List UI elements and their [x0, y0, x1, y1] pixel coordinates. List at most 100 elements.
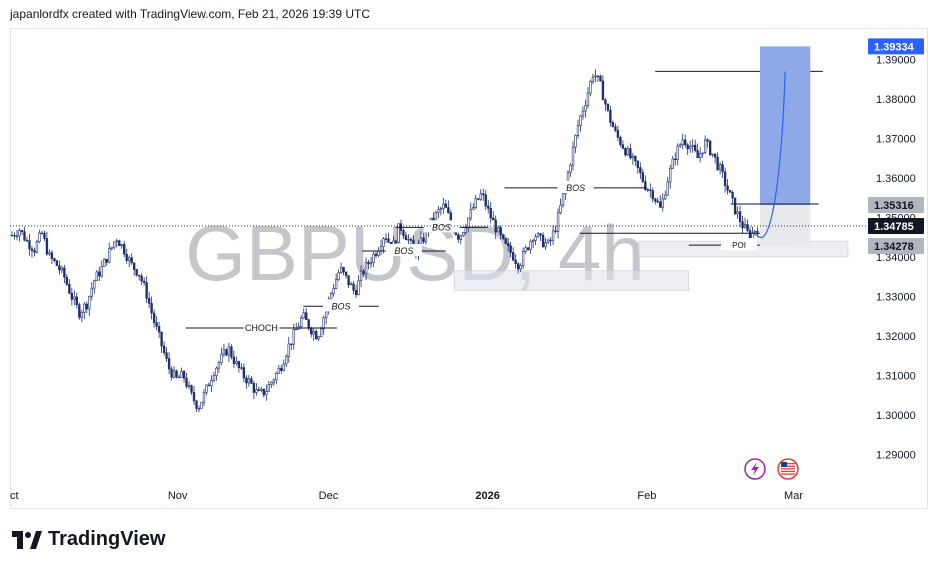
candle-body	[394, 240, 398, 243]
candle	[733, 197, 737, 215]
candle-body	[300, 317, 303, 328]
candle	[307, 318, 310, 331]
candle	[28, 233, 31, 256]
candle	[731, 190, 734, 204]
candle-body	[43, 232, 46, 239]
candle	[302, 308, 305, 319]
candle	[437, 205, 440, 219]
candle	[103, 258, 106, 267]
candle	[354, 284, 358, 298]
candle	[536, 232, 540, 238]
candle	[232, 350, 236, 368]
candle	[202, 389, 206, 407]
annotation-label-bg	[323, 299, 360, 312]
candle	[689, 140, 692, 153]
candle	[659, 195, 662, 208]
candle	[339, 262, 343, 274]
candle	[145, 276, 148, 304]
candle-body	[190, 385, 193, 393]
candle	[546, 238, 550, 244]
candle-body	[701, 152, 704, 155]
candle	[514, 254, 517, 269]
candle-body	[731, 192, 734, 199]
candle	[332, 284, 335, 297]
candle	[73, 290, 76, 306]
candle-body	[404, 235, 408, 241]
candle	[315, 328, 318, 340]
candle-body	[679, 144, 682, 147]
candle-body	[614, 126, 617, 131]
candle-body	[544, 242, 547, 248]
y-tick-label: 1.34000	[876, 252, 916, 264]
candle-body	[307, 319, 310, 329]
candle-body	[367, 262, 370, 265]
candle-body	[329, 293, 333, 300]
candle-body	[130, 257, 133, 264]
candle	[611, 120, 615, 128]
projected-path	[753, 71, 786, 238]
candle-body	[48, 252, 51, 255]
candle	[287, 337, 290, 363]
candle	[270, 381, 273, 389]
candle-body	[142, 280, 146, 283]
candle-body	[681, 139, 684, 146]
candle	[364, 257, 368, 281]
candle	[237, 360, 241, 373]
candle	[384, 233, 388, 244]
candle	[599, 74, 602, 82]
lightning-icon[interactable]	[744, 458, 766, 480]
candle	[561, 193, 565, 208]
candle	[337, 269, 340, 282]
candle	[516, 262, 520, 274]
candle-body	[359, 270, 363, 281]
annotation-label: CHOCH	[245, 323, 278, 333]
candle-body	[262, 388, 266, 396]
candle	[250, 376, 253, 384]
x-tick-label: ct	[10, 490, 19, 502]
candle	[342, 266, 345, 276]
candle	[669, 164, 672, 189]
candle	[160, 331, 163, 353]
candle-body	[694, 144, 697, 151]
candle-body	[611, 122, 615, 128]
candle	[285, 354, 288, 368]
candle	[469, 202, 472, 221]
candle	[609, 105, 612, 127]
candle-body	[666, 181, 669, 196]
candle-body	[95, 271, 98, 281]
annotation-label: BOS	[432, 222, 451, 232]
candle	[297, 322, 300, 330]
candle-body	[479, 193, 482, 200]
candle	[641, 168, 644, 184]
candle	[157, 321, 161, 338]
candle	[48, 249, 51, 256]
candle	[579, 114, 582, 132]
candle-body	[320, 328, 323, 337]
candle-body	[624, 148, 627, 156]
candle	[115, 238, 118, 248]
candle	[589, 79, 592, 97]
candle-body	[137, 274, 141, 277]
us-flag-icon[interactable]	[777, 458, 799, 480]
candle-body	[332, 288, 335, 294]
candle	[128, 255, 131, 268]
candle	[502, 234, 505, 241]
candle	[262, 388, 266, 398]
candle-body	[167, 358, 171, 370]
candle-body	[442, 203, 445, 210]
candle-body	[728, 190, 732, 193]
candle	[10, 231, 14, 237]
candle	[105, 258, 108, 267]
candle	[728, 190, 732, 193]
candle-body	[65, 276, 69, 285]
candle	[686, 143, 689, 156]
candle-body	[152, 312, 156, 323]
candle	[511, 247, 515, 262]
candle	[225, 348, 228, 357]
candle	[559, 198, 562, 215]
candle	[649, 183, 652, 198]
tradingview-brand[interactable]: TradingView	[12, 528, 165, 551]
candle	[524, 245, 527, 254]
candle	[113, 241, 116, 250]
